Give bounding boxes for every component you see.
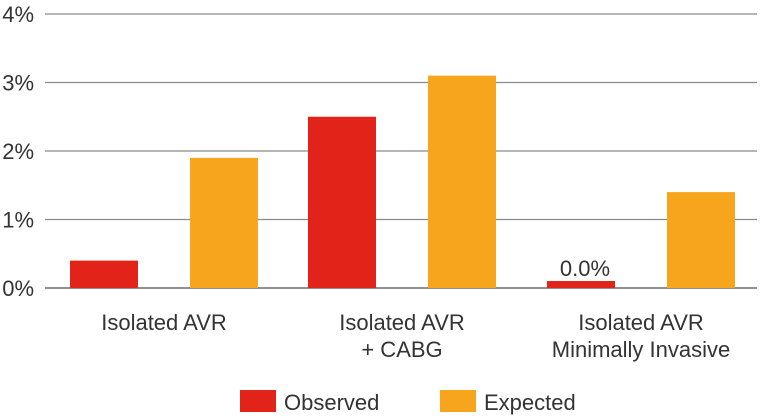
x-category-label: Isolated AVR xyxy=(578,310,704,335)
bars xyxy=(70,75,735,289)
y-tick-label: 0% xyxy=(2,276,34,301)
data-label: 0.0% xyxy=(560,256,610,281)
legend-swatch-expected xyxy=(440,390,476,412)
data-labels: 0.0% xyxy=(560,256,610,281)
y-axis-ticks: 0% 1% 2% 3% 4% xyxy=(2,2,34,301)
x-category-label: + CABG xyxy=(361,337,442,362)
bar-expected-2 xyxy=(667,192,735,288)
y-tick-label: 2% xyxy=(2,139,34,164)
legend-swatch-observed xyxy=(240,390,276,412)
y-tick-label: 1% xyxy=(2,208,34,233)
y-tick-label: 3% xyxy=(2,71,34,96)
bar-expected-1 xyxy=(428,75,496,289)
gridlines xyxy=(45,13,757,289)
bar-observed-1 xyxy=(308,116,376,288)
x-category-label: Isolated AVR xyxy=(339,310,465,335)
y-tick-label: 4% xyxy=(2,2,34,27)
legend: Observed Expected xyxy=(240,390,576,415)
x-category-label: Isolated AVR xyxy=(101,310,227,335)
x-category-label: Minimally Invasive xyxy=(552,337,731,362)
bar-observed-2 xyxy=(547,281,615,288)
legend-label-expected: Expected xyxy=(484,390,576,415)
bar-observed-0 xyxy=(70,260,138,288)
bar-expected-0 xyxy=(190,157,258,288)
legend-label-observed: Observed xyxy=(284,390,379,415)
